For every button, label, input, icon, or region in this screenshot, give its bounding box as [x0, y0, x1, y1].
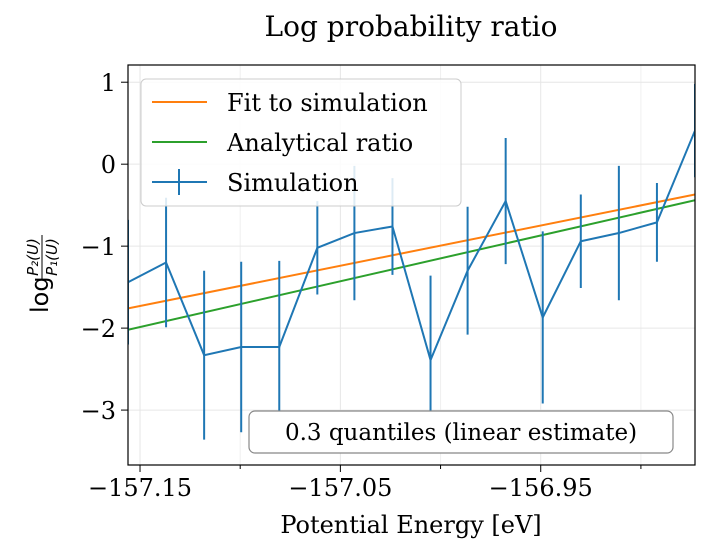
- y-tick-label: −2: [81, 315, 116, 343]
- annotation-box: [248, 410, 674, 454]
- x-tick-label: −157.05: [288, 474, 392, 502]
- legend: Fit to simulation Analytical ratio Simul…: [140, 78, 462, 207]
- x-tick-label: −156.95: [489, 474, 593, 502]
- axes-frame: [127, 64, 696, 466]
- fit-to-simulation-line: [128, 193, 695, 310]
- y-label-numerator: P₂(U): [24, 238, 42, 276]
- legend-label-simulation: Simulation: [227, 169, 359, 197]
- ticks: −157.15 −157.05 −156.95 1 0 −1 −2 −3: [81, 69, 642, 502]
- series-group: [127, 83, 696, 445]
- x-tick-label: −157.15: [88, 474, 192, 502]
- y-label-log: log: [26, 276, 54, 313]
- y-axis-label: log P₂(U) P₁(U): [24, 235, 61, 313]
- x-axis-label: Potential Energy [eV]: [280, 511, 541, 539]
- y-tick-label: 0: [101, 151, 116, 179]
- y-tick-label: −1: [81, 233, 116, 261]
- legend-box: [140, 78, 462, 207]
- annotation-text: 0.3 quantiles (linear estimate): [285, 420, 637, 446]
- legend-label-analytical: Analytical ratio: [226, 129, 413, 157]
- analytical-ratio-line: [128, 199, 695, 331]
- y-label-denominator: P₁(U): [43, 238, 61, 276]
- simulation-line: [128, 130, 695, 364]
- chart-title: Log probability ratio: [265, 10, 558, 43]
- y-tick-label: 1: [101, 69, 116, 97]
- annotation: 0.3 quantiles (linear estimate): [248, 410, 674, 454]
- y-tick-label: −3: [81, 397, 116, 425]
- legend-label-fit: Fit to simulation: [227, 89, 428, 117]
